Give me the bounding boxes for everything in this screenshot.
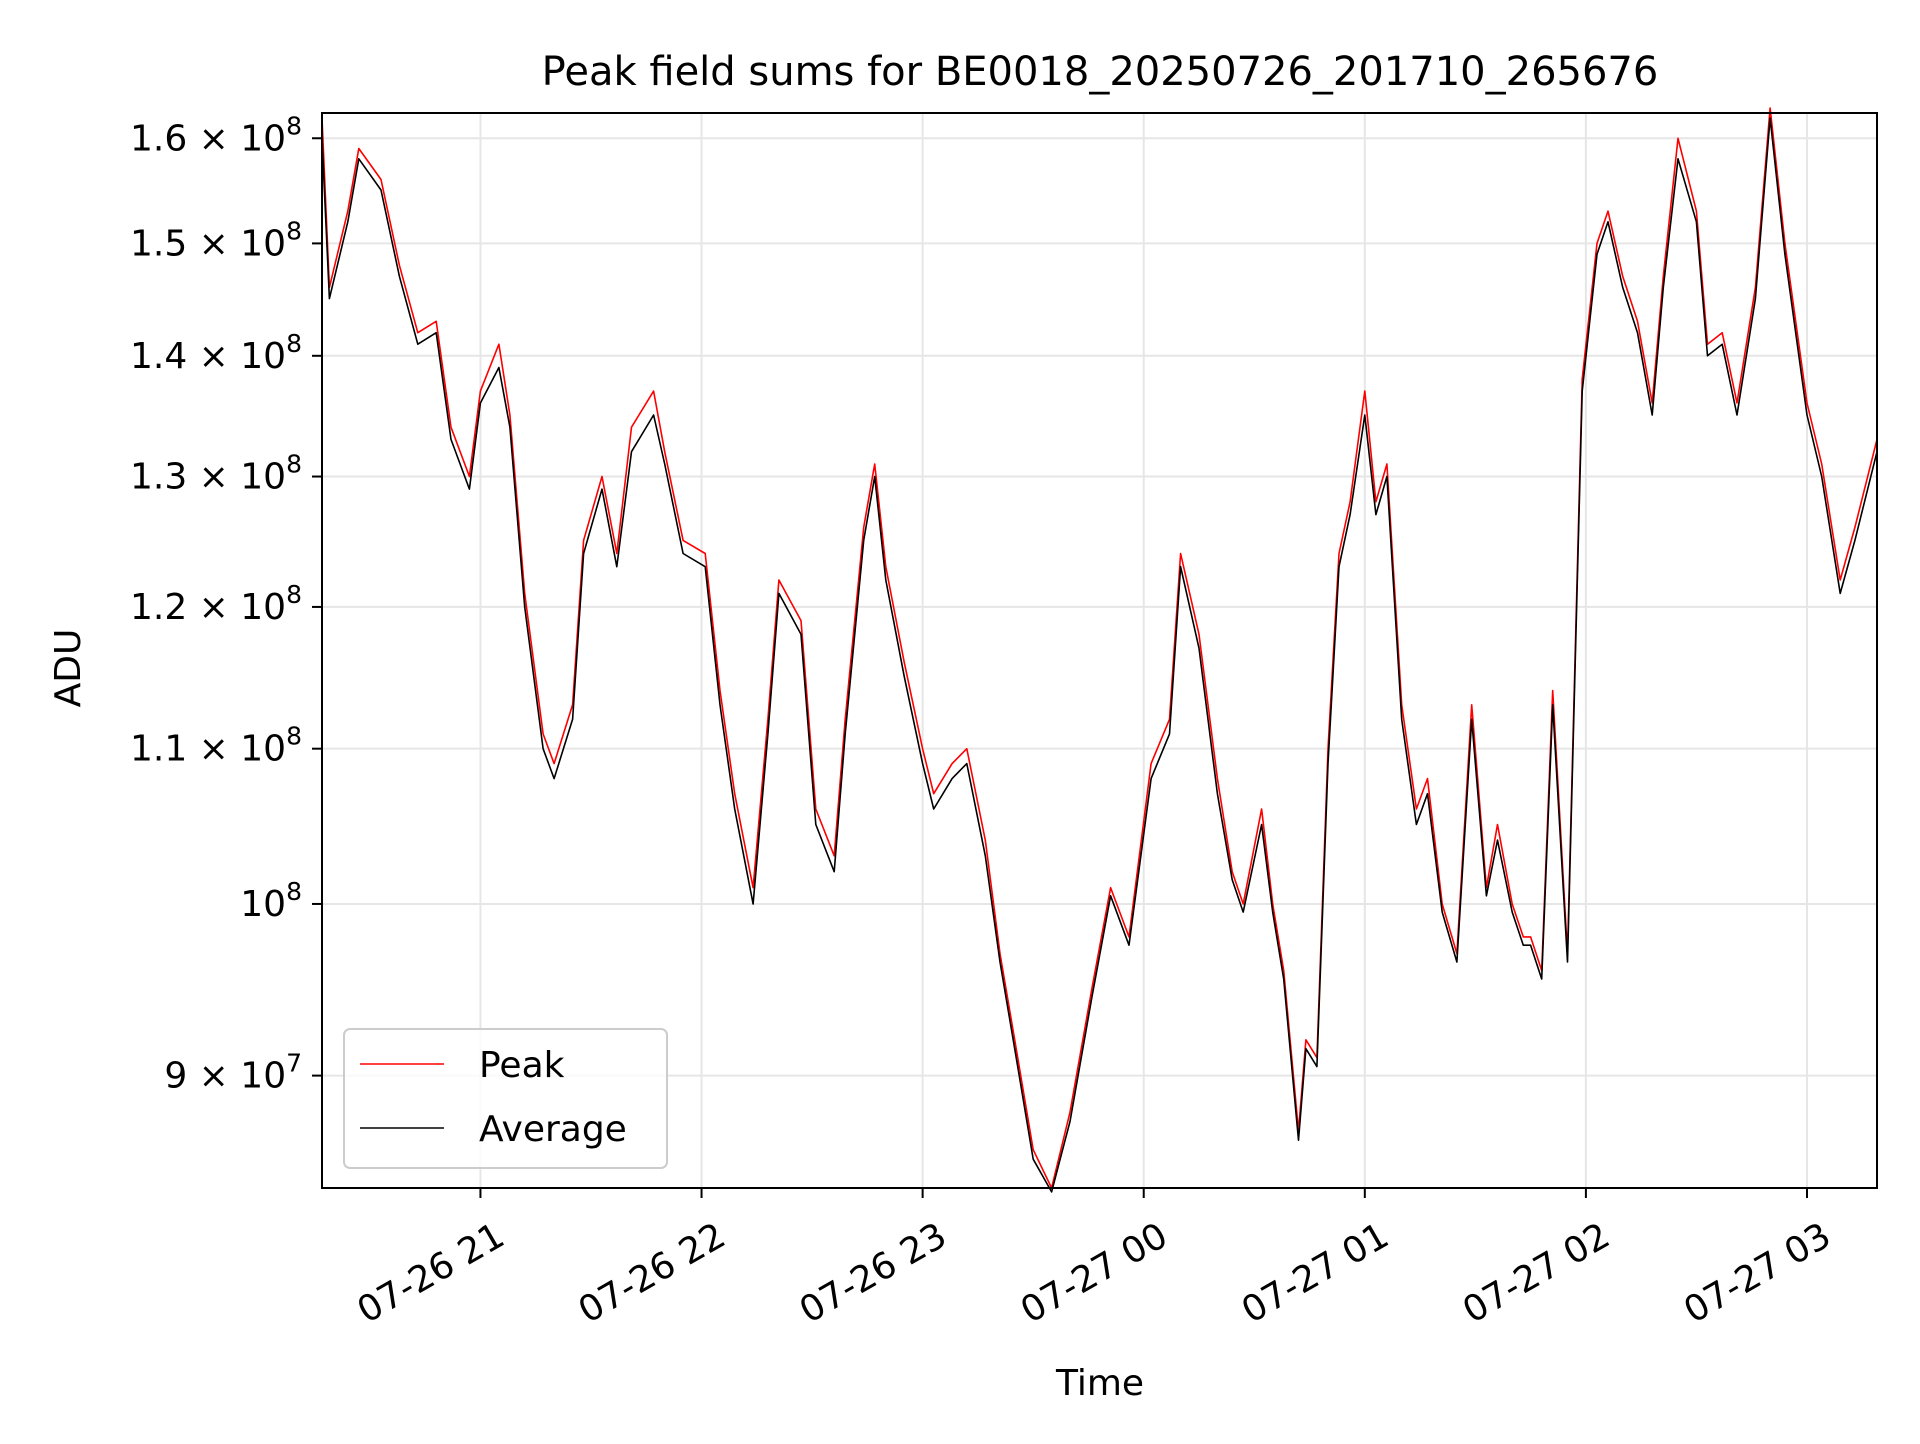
legend-peak-label: Peak <box>479 1045 565 1086</box>
y-tick-label: 1.6 × 108 <box>130 111 302 159</box>
y-tick-exponent: 8 <box>286 450 302 479</box>
y-tick-exponent: 8 <box>286 329 302 358</box>
y-tick-mantissa: 1.3 × 10 <box>130 457 286 498</box>
y-tick-mantissa: 1.5 × 10 <box>130 223 286 264</box>
plot-lines <box>321 107 1878 1193</box>
y-tick-exponent: 7 <box>286 1049 302 1078</box>
y-tick-exponent: 8 <box>286 722 302 751</box>
y-tick-label: 1.5 × 108 <box>130 216 302 264</box>
y-tick-exponent: 8 <box>286 580 302 609</box>
y-tick-label: 1.2 × 108 <box>130 580 302 628</box>
series-line-peak <box>321 107 1878 1189</box>
y-tick-label: 1.3 × 108 <box>130 450 302 498</box>
y-tick-mantissa: 1.4 × 10 <box>130 336 286 377</box>
series-line-average <box>321 117 1878 1193</box>
y-tick-label: 1.4 × 108 <box>130 329 302 377</box>
legend: Peak Average <box>343 1028 668 1169</box>
y-tick-label: 1.1 × 108 <box>130 722 302 770</box>
y-tick-exponent: 8 <box>286 111 302 140</box>
y-tick-label: 108 <box>240 877 302 925</box>
y-tick-exponent: 8 <box>286 216 302 245</box>
chart-title: Peak field sums for BE0018_20250726_2017… <box>542 49 1659 95</box>
y-tick-label: 9 × 107 <box>164 1049 302 1097</box>
x-axis-label: Time <box>1055 1363 1144 1404</box>
y-tick-mantissa: 1.1 × 10 <box>130 729 286 770</box>
y-tick-mantissa: 1.2 × 10 <box>130 587 286 628</box>
axes-frame <box>321 112 1878 1189</box>
y-tick-mantissa: 1.6 × 10 <box>130 118 286 159</box>
legend-average-label: Average <box>479 1109 627 1150</box>
y-tick-exponent: 8 <box>286 877 302 906</box>
y-tick-mantissa: 10 <box>240 884 286 925</box>
y-axis-label: ADU <box>48 629 89 708</box>
y-tick-mantissa: 9 × 10 <box>164 1056 286 1097</box>
